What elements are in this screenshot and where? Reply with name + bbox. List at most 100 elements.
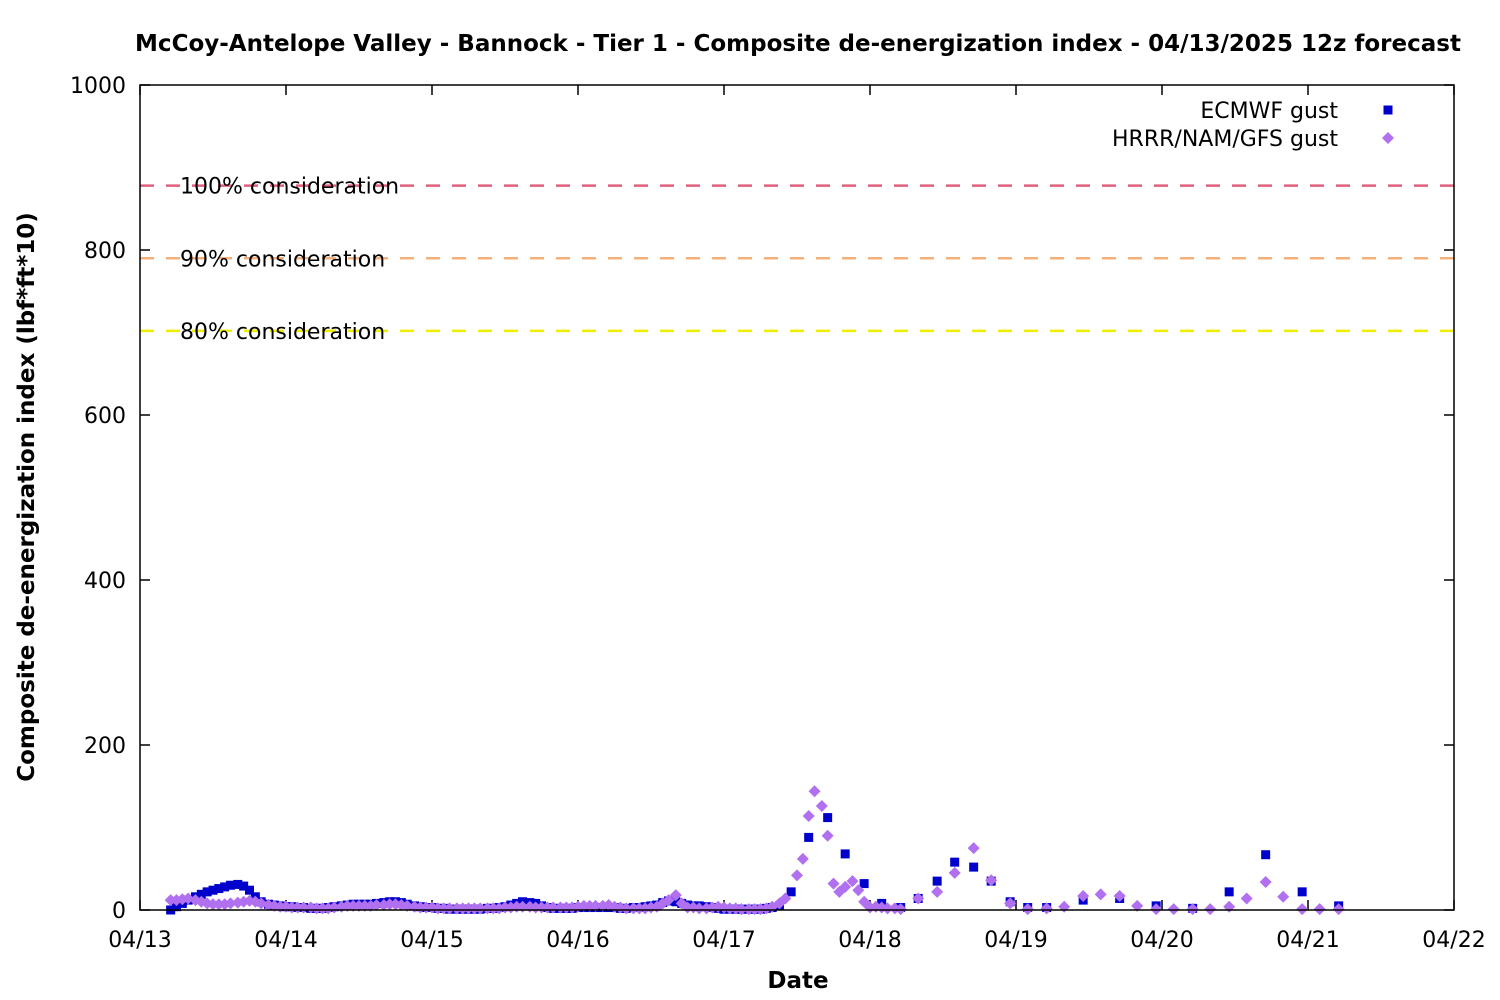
data-point bbox=[401, 899, 414, 912]
data-point bbox=[912, 892, 925, 905]
data-point bbox=[804, 832, 814, 842]
data-point bbox=[821, 829, 834, 842]
data-point bbox=[846, 875, 859, 888]
reference-line-label: 80% consideration bbox=[180, 320, 385, 345]
legend-marker bbox=[1382, 132, 1394, 144]
data-point bbox=[226, 880, 236, 890]
data-point bbox=[967, 842, 980, 855]
data-point bbox=[786, 887, 796, 897]
data-point bbox=[196, 889, 206, 899]
x-tick-label: 04/21 bbox=[1276, 928, 1339, 953]
y-tick-label: 800 bbox=[84, 239, 126, 264]
data-point bbox=[1077, 889, 1090, 902]
x-tick-label: 04/13 bbox=[108, 928, 171, 953]
x-tick-label: 04/20 bbox=[1130, 928, 1193, 953]
data-point bbox=[370, 899, 383, 912]
data-point bbox=[202, 887, 212, 897]
data-point bbox=[931, 885, 944, 898]
data-point bbox=[671, 897, 681, 907]
reference-lines: 100% consideration 90% consideration 80% c… bbox=[140, 175, 1454, 345]
data-point bbox=[852, 884, 865, 897]
data-point bbox=[172, 902, 181, 912]
legend-label: HRRR/NAM/GFS gust bbox=[1112, 127, 1338, 152]
data-point bbox=[1223, 900, 1236, 913]
data-point bbox=[894, 903, 907, 916]
data-point bbox=[859, 879, 869, 889]
data-point bbox=[1167, 903, 1180, 916]
data-point bbox=[474, 902, 487, 915]
data-point bbox=[840, 849, 850, 859]
data-point bbox=[1313, 903, 1326, 916]
data-point bbox=[796, 852, 809, 865]
x-tick-label: 04/19 bbox=[984, 928, 1047, 953]
data-point bbox=[948, 866, 961, 879]
y-tick-label: 400 bbox=[84, 569, 126, 594]
data-point bbox=[932, 876, 942, 886]
data-point bbox=[208, 885, 218, 895]
data-point bbox=[224, 897, 237, 910]
data-point bbox=[802, 809, 815, 822]
data-point bbox=[220, 882, 230, 892]
series-diamond bbox=[164, 785, 1345, 916]
data-point bbox=[808, 785, 821, 798]
data-point bbox=[1259, 875, 1272, 888]
data-point bbox=[1277, 890, 1290, 903]
data-point bbox=[1150, 903, 1163, 916]
data-point bbox=[1040, 902, 1053, 915]
data-point bbox=[950, 857, 960, 867]
data-point bbox=[620, 902, 633, 915]
data-point bbox=[693, 902, 706, 915]
data-point bbox=[839, 880, 852, 893]
x-tick-label: 04/15 bbox=[400, 928, 463, 953]
data-point bbox=[1058, 900, 1071, 913]
data-point bbox=[1296, 903, 1309, 916]
data-point bbox=[1094, 888, 1107, 901]
x-tick-label: 04/18 bbox=[838, 928, 901, 953]
data-point bbox=[815, 800, 828, 813]
legend-label: ECMWF gust bbox=[1200, 99, 1338, 124]
data-point bbox=[589, 899, 602, 912]
data-point bbox=[791, 869, 803, 882]
data-point bbox=[662, 894, 675, 907]
reference-line-label: 100% consideration bbox=[180, 175, 399, 200]
data-point bbox=[1224, 887, 1234, 897]
x-tick-label: 04/17 bbox=[692, 928, 755, 953]
data-point bbox=[823, 813, 833, 823]
plot-frame bbox=[139, 84, 1455, 911]
data-point bbox=[1204, 903, 1217, 916]
axis-ticks: 0 200 400 600 800 1000 04/13 04/14 04/15 04/16 04/… bbox=[70, 74, 1486, 953]
data-point bbox=[443, 902, 456, 915]
reference-line-label: 90% consideration bbox=[180, 247, 385, 272]
x-tick-label: 04/14 bbox=[254, 928, 317, 953]
data-point bbox=[1240, 892, 1253, 905]
data-point bbox=[1021, 903, 1034, 916]
data-point bbox=[1332, 903, 1345, 916]
legend: ECMWF gust HRRR/NAM/GFS gust bbox=[1112, 99, 1394, 152]
data-point bbox=[1297, 887, 1307, 897]
legend-marker bbox=[1383, 105, 1393, 115]
data-point bbox=[969, 862, 979, 872]
data-point bbox=[1004, 897, 1017, 910]
data-point bbox=[239, 881, 249, 891]
y-tick-label: 600 bbox=[84, 404, 126, 429]
data-point bbox=[245, 885, 254, 895]
data-point bbox=[1131, 899, 1144, 912]
data-point bbox=[1261, 850, 1271, 860]
data-point bbox=[985, 874, 998, 887]
y-tick-label: 1000 bbox=[70, 74, 126, 99]
data-point bbox=[233, 879, 243, 889]
series-square bbox=[166, 813, 1344, 915]
data-point bbox=[827, 877, 840, 890]
data-point bbox=[214, 884, 224, 894]
data-point bbox=[1186, 903, 1199, 916]
y-tick-label: 0 bbox=[112, 899, 126, 924]
x-tick-label: 04/16 bbox=[546, 928, 609, 953]
chart-title: McCoy-Antelope Valley - Bannock - Tier 1… bbox=[135, 31, 1461, 57]
x-axis-label: Date bbox=[767, 968, 828, 994]
y-axis-label: Composite de-energization index (lbf*ft*… bbox=[14, 212, 40, 782]
data-point bbox=[1113, 889, 1126, 902]
data-point bbox=[735, 903, 748, 916]
y-tick-label: 200 bbox=[84, 734, 126, 759]
x-tick-label: 04/22 bbox=[1422, 928, 1485, 953]
